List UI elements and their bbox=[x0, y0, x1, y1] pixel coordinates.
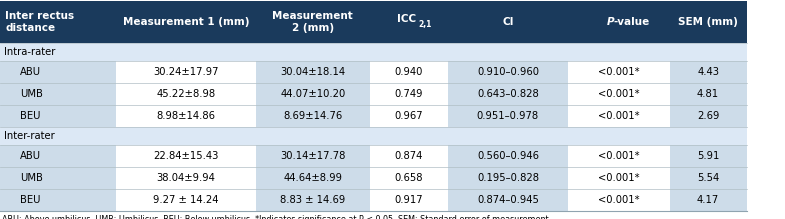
Text: 0.643–0.828: 0.643–0.828 bbox=[477, 89, 539, 99]
Text: BEU: BEU bbox=[20, 195, 41, 205]
Text: P: P bbox=[607, 17, 614, 27]
Bar bbox=[448, 61, 568, 83]
Bar bbox=[568, 145, 670, 167]
Bar bbox=[0, 105, 116, 127]
Bar bbox=[370, 189, 448, 211]
Text: 8.98±14.86: 8.98±14.86 bbox=[156, 111, 216, 121]
Bar bbox=[568, 61, 670, 83]
Bar bbox=[670, 167, 747, 189]
Text: SEM (mm): SEM (mm) bbox=[678, 17, 738, 27]
Bar bbox=[370, 83, 448, 105]
Text: 2.69: 2.69 bbox=[697, 111, 719, 121]
Text: UMB: UMB bbox=[20, 173, 43, 183]
Text: CI: CI bbox=[502, 17, 513, 27]
Bar bbox=[116, 61, 256, 83]
Text: <0.001*: <0.001* bbox=[597, 89, 640, 99]
Bar bbox=[0, 189, 116, 211]
Bar bbox=[0, 127, 747, 145]
Text: 9.27 ± 14.24: 9.27 ± 14.24 bbox=[153, 195, 219, 205]
Text: <0.001*: <0.001* bbox=[597, 111, 640, 121]
Bar bbox=[0, 43, 747, 61]
Text: 22.84±15.43: 22.84±15.43 bbox=[153, 151, 219, 161]
Bar bbox=[256, 167, 370, 189]
Bar bbox=[670, 189, 747, 211]
Bar bbox=[448, 83, 568, 105]
Bar bbox=[0, 145, 116, 167]
Text: 30.04±18.14: 30.04±18.14 bbox=[280, 67, 345, 77]
Bar bbox=[568, 105, 670, 127]
Bar bbox=[370, 61, 448, 83]
Text: 45.22±8.98: 45.22±8.98 bbox=[156, 89, 216, 99]
Text: <0.001*: <0.001* bbox=[597, 173, 640, 183]
Bar bbox=[370, 167, 448, 189]
Bar bbox=[670, 145, 747, 167]
Bar bbox=[448, 145, 568, 167]
Text: 8.83 ± 14.69: 8.83 ± 14.69 bbox=[280, 195, 345, 205]
Text: -value: -value bbox=[614, 17, 650, 27]
Text: 0.940: 0.940 bbox=[395, 67, 423, 77]
Bar bbox=[116, 105, 256, 127]
Bar bbox=[0, 83, 116, 105]
Text: 0.874–0.945: 0.874–0.945 bbox=[477, 195, 539, 205]
Bar bbox=[670, 105, 747, 127]
Text: 4.81: 4.81 bbox=[697, 89, 719, 99]
Text: 2,1: 2,1 bbox=[418, 19, 432, 28]
Text: <0.001*: <0.001* bbox=[597, 67, 640, 77]
Bar bbox=[116, 189, 256, 211]
Text: Intra-rater: Intra-rater bbox=[4, 47, 56, 57]
Text: 44.07±10.20: 44.07±10.20 bbox=[280, 89, 345, 99]
Bar bbox=[256, 105, 370, 127]
Text: 8.69±14.76: 8.69±14.76 bbox=[283, 111, 342, 121]
Text: ICC: ICC bbox=[397, 14, 417, 24]
Bar bbox=[116, 145, 256, 167]
Text: Measurement 1 (mm): Measurement 1 (mm) bbox=[122, 17, 250, 27]
Bar bbox=[256, 189, 370, 211]
Text: <0.001*: <0.001* bbox=[597, 151, 640, 161]
Text: 0.910–0.960: 0.910–0.960 bbox=[477, 67, 539, 77]
Bar bbox=[568, 83, 670, 105]
Bar bbox=[370, 145, 448, 167]
Bar bbox=[448, 167, 568, 189]
Text: ABU: ABU bbox=[20, 67, 41, 77]
Text: 5.91: 5.91 bbox=[697, 151, 719, 161]
Bar bbox=[568, 189, 670, 211]
Bar bbox=[370, 105, 448, 127]
Bar bbox=[670, 61, 747, 83]
Bar bbox=[0, 1, 747, 43]
Text: 0.560–0.946: 0.560–0.946 bbox=[477, 151, 539, 161]
Bar bbox=[0, 167, 116, 189]
Text: <0.001*: <0.001* bbox=[597, 195, 640, 205]
Text: Inter-rater: Inter-rater bbox=[4, 131, 55, 141]
Text: 5.54: 5.54 bbox=[697, 173, 719, 183]
Text: 30.14±17.78: 30.14±17.78 bbox=[280, 151, 345, 161]
Bar bbox=[670, 83, 747, 105]
Bar bbox=[448, 189, 568, 211]
Text: 0.874: 0.874 bbox=[395, 151, 423, 161]
Bar bbox=[256, 145, 370, 167]
Text: 4.43: 4.43 bbox=[697, 67, 719, 77]
Text: 0.917: 0.917 bbox=[395, 195, 423, 205]
Text: 0.951–0.978: 0.951–0.978 bbox=[476, 111, 539, 121]
Text: 0.749: 0.749 bbox=[395, 89, 423, 99]
Text: 4.17: 4.17 bbox=[697, 195, 719, 205]
Text: Inter rectus
distance: Inter rectus distance bbox=[5, 11, 74, 33]
Text: 0.195–0.828: 0.195–0.828 bbox=[477, 173, 539, 183]
Text: Measurement
2 (mm): Measurement 2 (mm) bbox=[272, 11, 353, 33]
Bar bbox=[568, 167, 670, 189]
Bar bbox=[448, 105, 568, 127]
Bar bbox=[256, 83, 370, 105]
Text: 38.04±9.94: 38.04±9.94 bbox=[156, 173, 215, 183]
Bar bbox=[116, 83, 256, 105]
Text: BEU: BEU bbox=[20, 111, 41, 121]
Text: ABU: ABU bbox=[20, 151, 41, 161]
Bar bbox=[116, 167, 256, 189]
Bar bbox=[256, 61, 370, 83]
Text: 0.658: 0.658 bbox=[395, 173, 423, 183]
Text: ABU: Above umbilicus, UMB: Umbilicus, BEU: Below umbilicus. *Indicates significa: ABU: Above umbilicus, UMB: Umbilicus, BE… bbox=[2, 215, 549, 219]
Text: 44.64±8.99: 44.64±8.99 bbox=[283, 173, 342, 183]
Text: 30.24±17.97: 30.24±17.97 bbox=[153, 67, 219, 77]
Text: 0.967: 0.967 bbox=[395, 111, 423, 121]
Bar bbox=[0, 61, 116, 83]
Text: UMB: UMB bbox=[20, 89, 43, 99]
